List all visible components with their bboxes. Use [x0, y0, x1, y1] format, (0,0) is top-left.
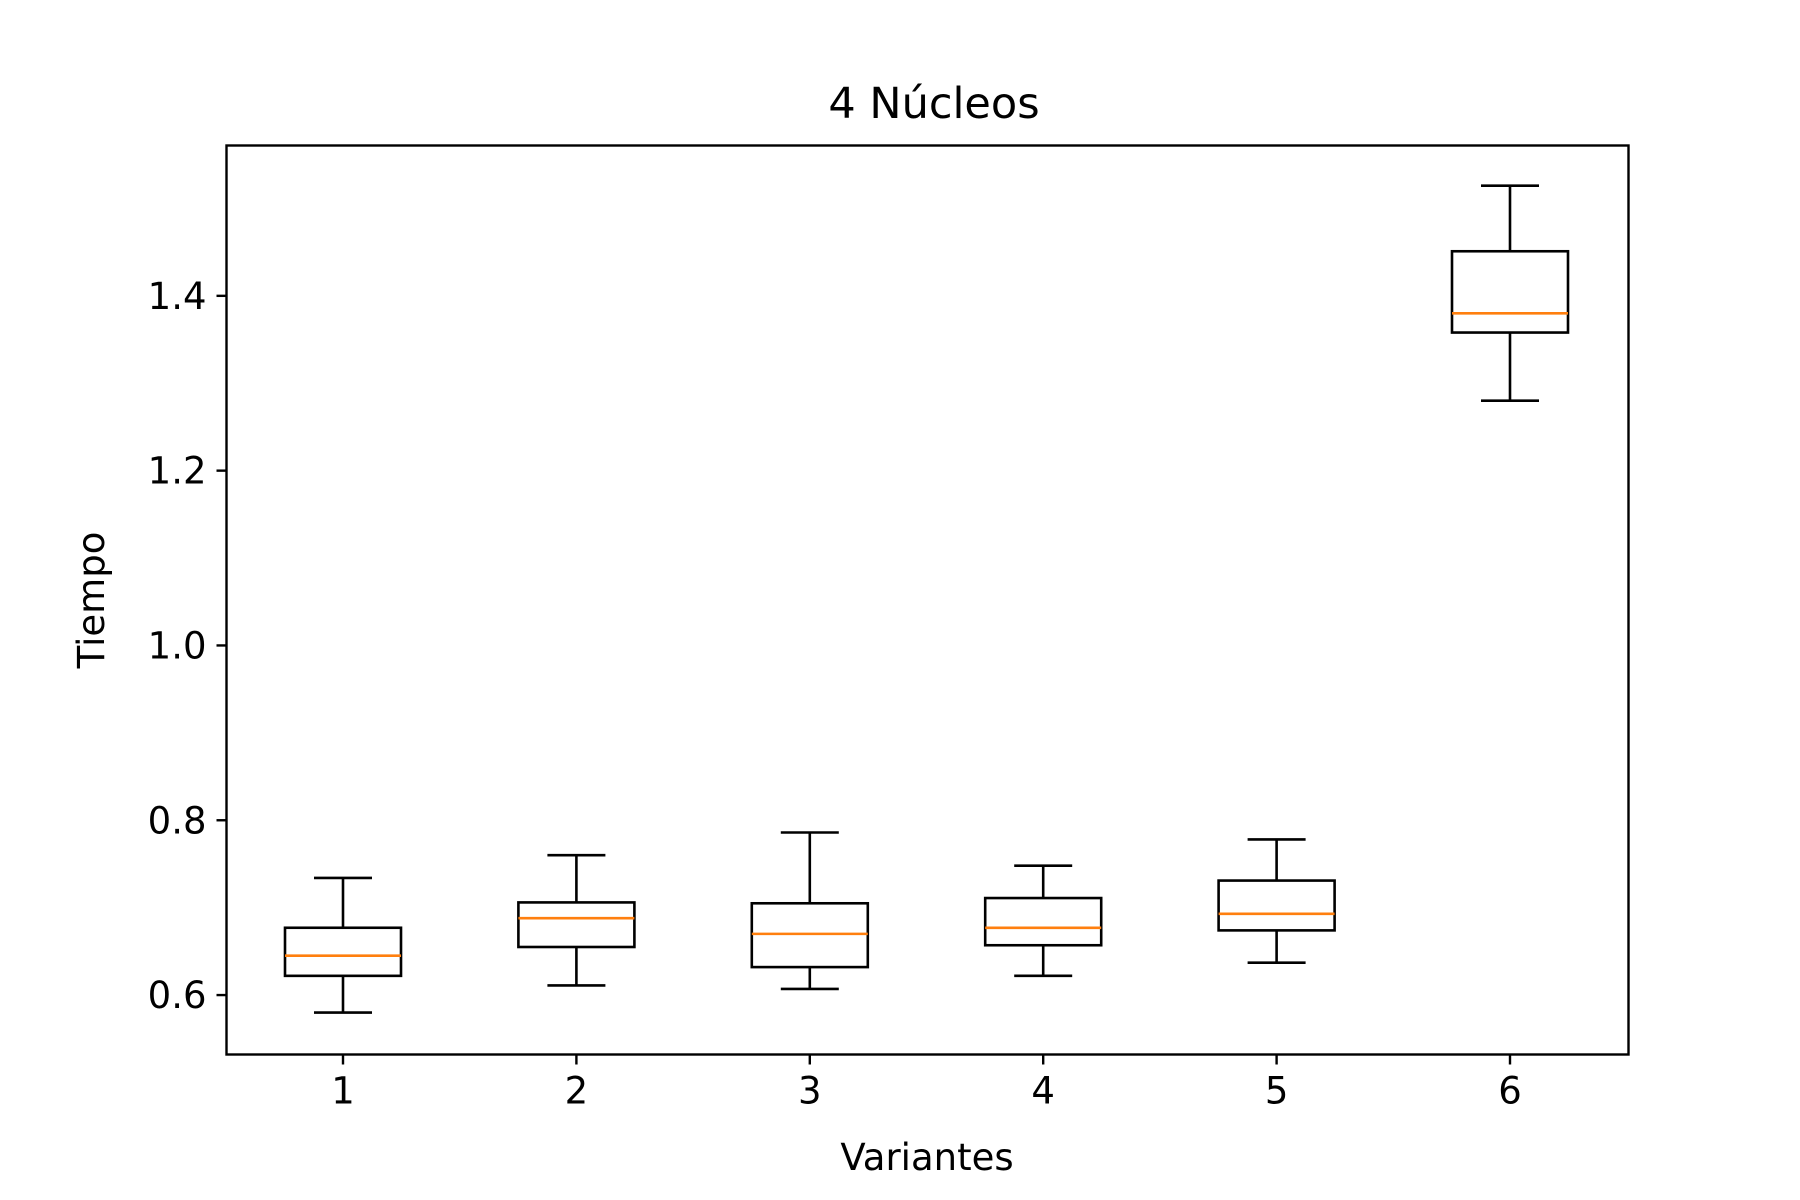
x-tick-label: 4 [1031, 1070, 1055, 1113]
box-1 [283, 876, 403, 1014]
y-tick-label: 0.6 [148, 974, 207, 1017]
x-axis: 1 2 3 4 5 6 [331, 1054, 1522, 1113]
box-6 [1450, 184, 1570, 403]
box-iqr [283, 926, 403, 978]
box-5 [1217, 838, 1336, 965]
x-tick-label: 2 [565, 1070, 589, 1113]
box-2 [517, 853, 636, 987]
y-tick-label: 1.2 [148, 450, 207, 493]
x-tick-label: 1 [331, 1070, 355, 1113]
x-tick-label: 5 [1265, 1070, 1289, 1113]
box-iqr [517, 901, 636, 949]
x-tick-label: 6 [1498, 1070, 1522, 1113]
box-3 [750, 831, 870, 991]
y-tick-label: 0.8 [148, 799, 207, 842]
y-axis: 0.6 0.8 1.0 1.2 1.4 [148, 275, 227, 1017]
y-tick-label: 1.4 [148, 275, 207, 318]
box-4 [983, 864, 1103, 978]
y-tick-label: 1.0 [148, 624, 207, 667]
box-iqr [1450, 249, 1570, 334]
boxes-group [283, 184, 1570, 1014]
plot-area-frame [225, 144, 1630, 1056]
box-iqr [983, 896, 1103, 947]
x-tick-label: 3 [798, 1070, 822, 1113]
y-axis-label: Tiempo [70, 532, 113, 670]
box-iqr [750, 901, 870, 969]
x-axis-label: Variantes [840, 1136, 1013, 1179]
box-iqr [1217, 879, 1336, 932]
chart-title: 4 Núcleos [828, 79, 1039, 129]
